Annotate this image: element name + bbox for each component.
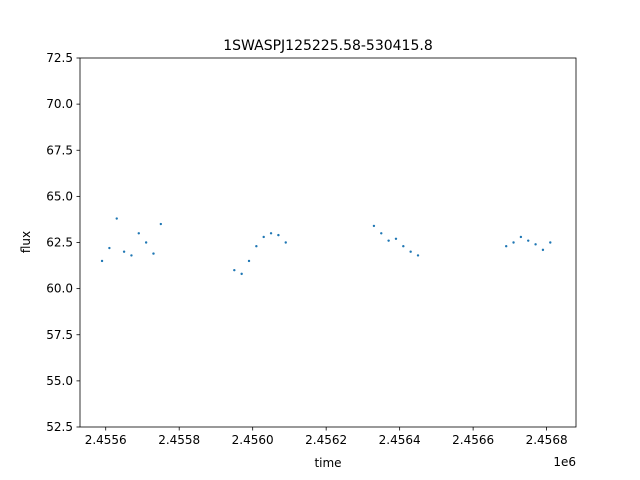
x-tick-label: 2.4560 — [232, 433, 274, 447]
y-tick-label: 65.0 — [46, 189, 73, 203]
data-point — [137, 232, 140, 235]
y-tick-label: 55.0 — [46, 374, 73, 388]
data-point — [100, 259, 104, 263]
x-axis-label: time — [314, 456, 341, 470]
data-point — [144, 241, 148, 244]
y-axis: 52.5 55.0 57.5 60.0 62.5 65.0 67.5 70.0 72.5 — [46, 51, 80, 434]
data-point — [262, 235, 265, 239]
x-tick-label: 2.4558 — [158, 433, 200, 447]
x-tick-label: 2.4568 — [526, 433, 568, 447]
y-tick-label: 52.5 — [46, 420, 73, 434]
data-point — [255, 244, 258, 248]
data-point — [159, 222, 163, 226]
data-point — [152, 252, 155, 255]
data-point — [394, 237, 398, 241]
data-point — [387, 239, 390, 242]
x-tick-label: 2.4564 — [379, 433, 421, 447]
x-tick-label: 2.4566 — [452, 433, 494, 447]
data-point — [380, 232, 383, 235]
y-tick-label: 67.5 — [46, 143, 73, 157]
data-point — [512, 241, 515, 244]
data-point — [108, 246, 111, 250]
data-point — [240, 272, 243, 276]
x-axis: 2.4556 2.4558 2.4560 2.4562 2.4564 2.4566 2.45… — [85, 427, 568, 447]
data-point — [247, 259, 251, 263]
data-point — [269, 232, 273, 235]
data-point — [284, 241, 287, 244]
data-point — [541, 248, 545, 252]
data-point — [233, 268, 236, 272]
x-tick-label: 2.4562 — [305, 433, 347, 447]
data-point — [409, 250, 412, 253]
y-axis-label: flux — [19, 231, 33, 253]
y-tick-label: 60.0 — [46, 282, 73, 296]
x-axis-offset-label: 1e6 — [553, 455, 576, 469]
data-point — [372, 224, 376, 228]
data-point — [549, 241, 552, 244]
data-point — [504, 244, 508, 248]
data-point — [277, 233, 280, 237]
y-tick-label: 62.5 — [46, 236, 73, 250]
y-tick-label: 70.0 — [46, 97, 73, 111]
data-point — [130, 254, 133, 257]
data-point — [402, 244, 405, 248]
data-point — [534, 243, 537, 246]
y-tick-label: 72.5 — [46, 51, 73, 65]
y-tick-label: 57.5 — [46, 328, 73, 342]
x-tick-label: 2.4556 — [85, 433, 127, 447]
data-points — [100, 217, 552, 276]
data-point — [416, 254, 420, 257]
chart-title: 1SWASPJ125225.58-530415.8 — [223, 38, 432, 54]
data-point — [519, 235, 523, 239]
data-point — [115, 217, 118, 220]
plot-frame — [79, 57, 577, 428]
data-point — [122, 250, 126, 253]
data-point — [527, 239, 530, 242]
